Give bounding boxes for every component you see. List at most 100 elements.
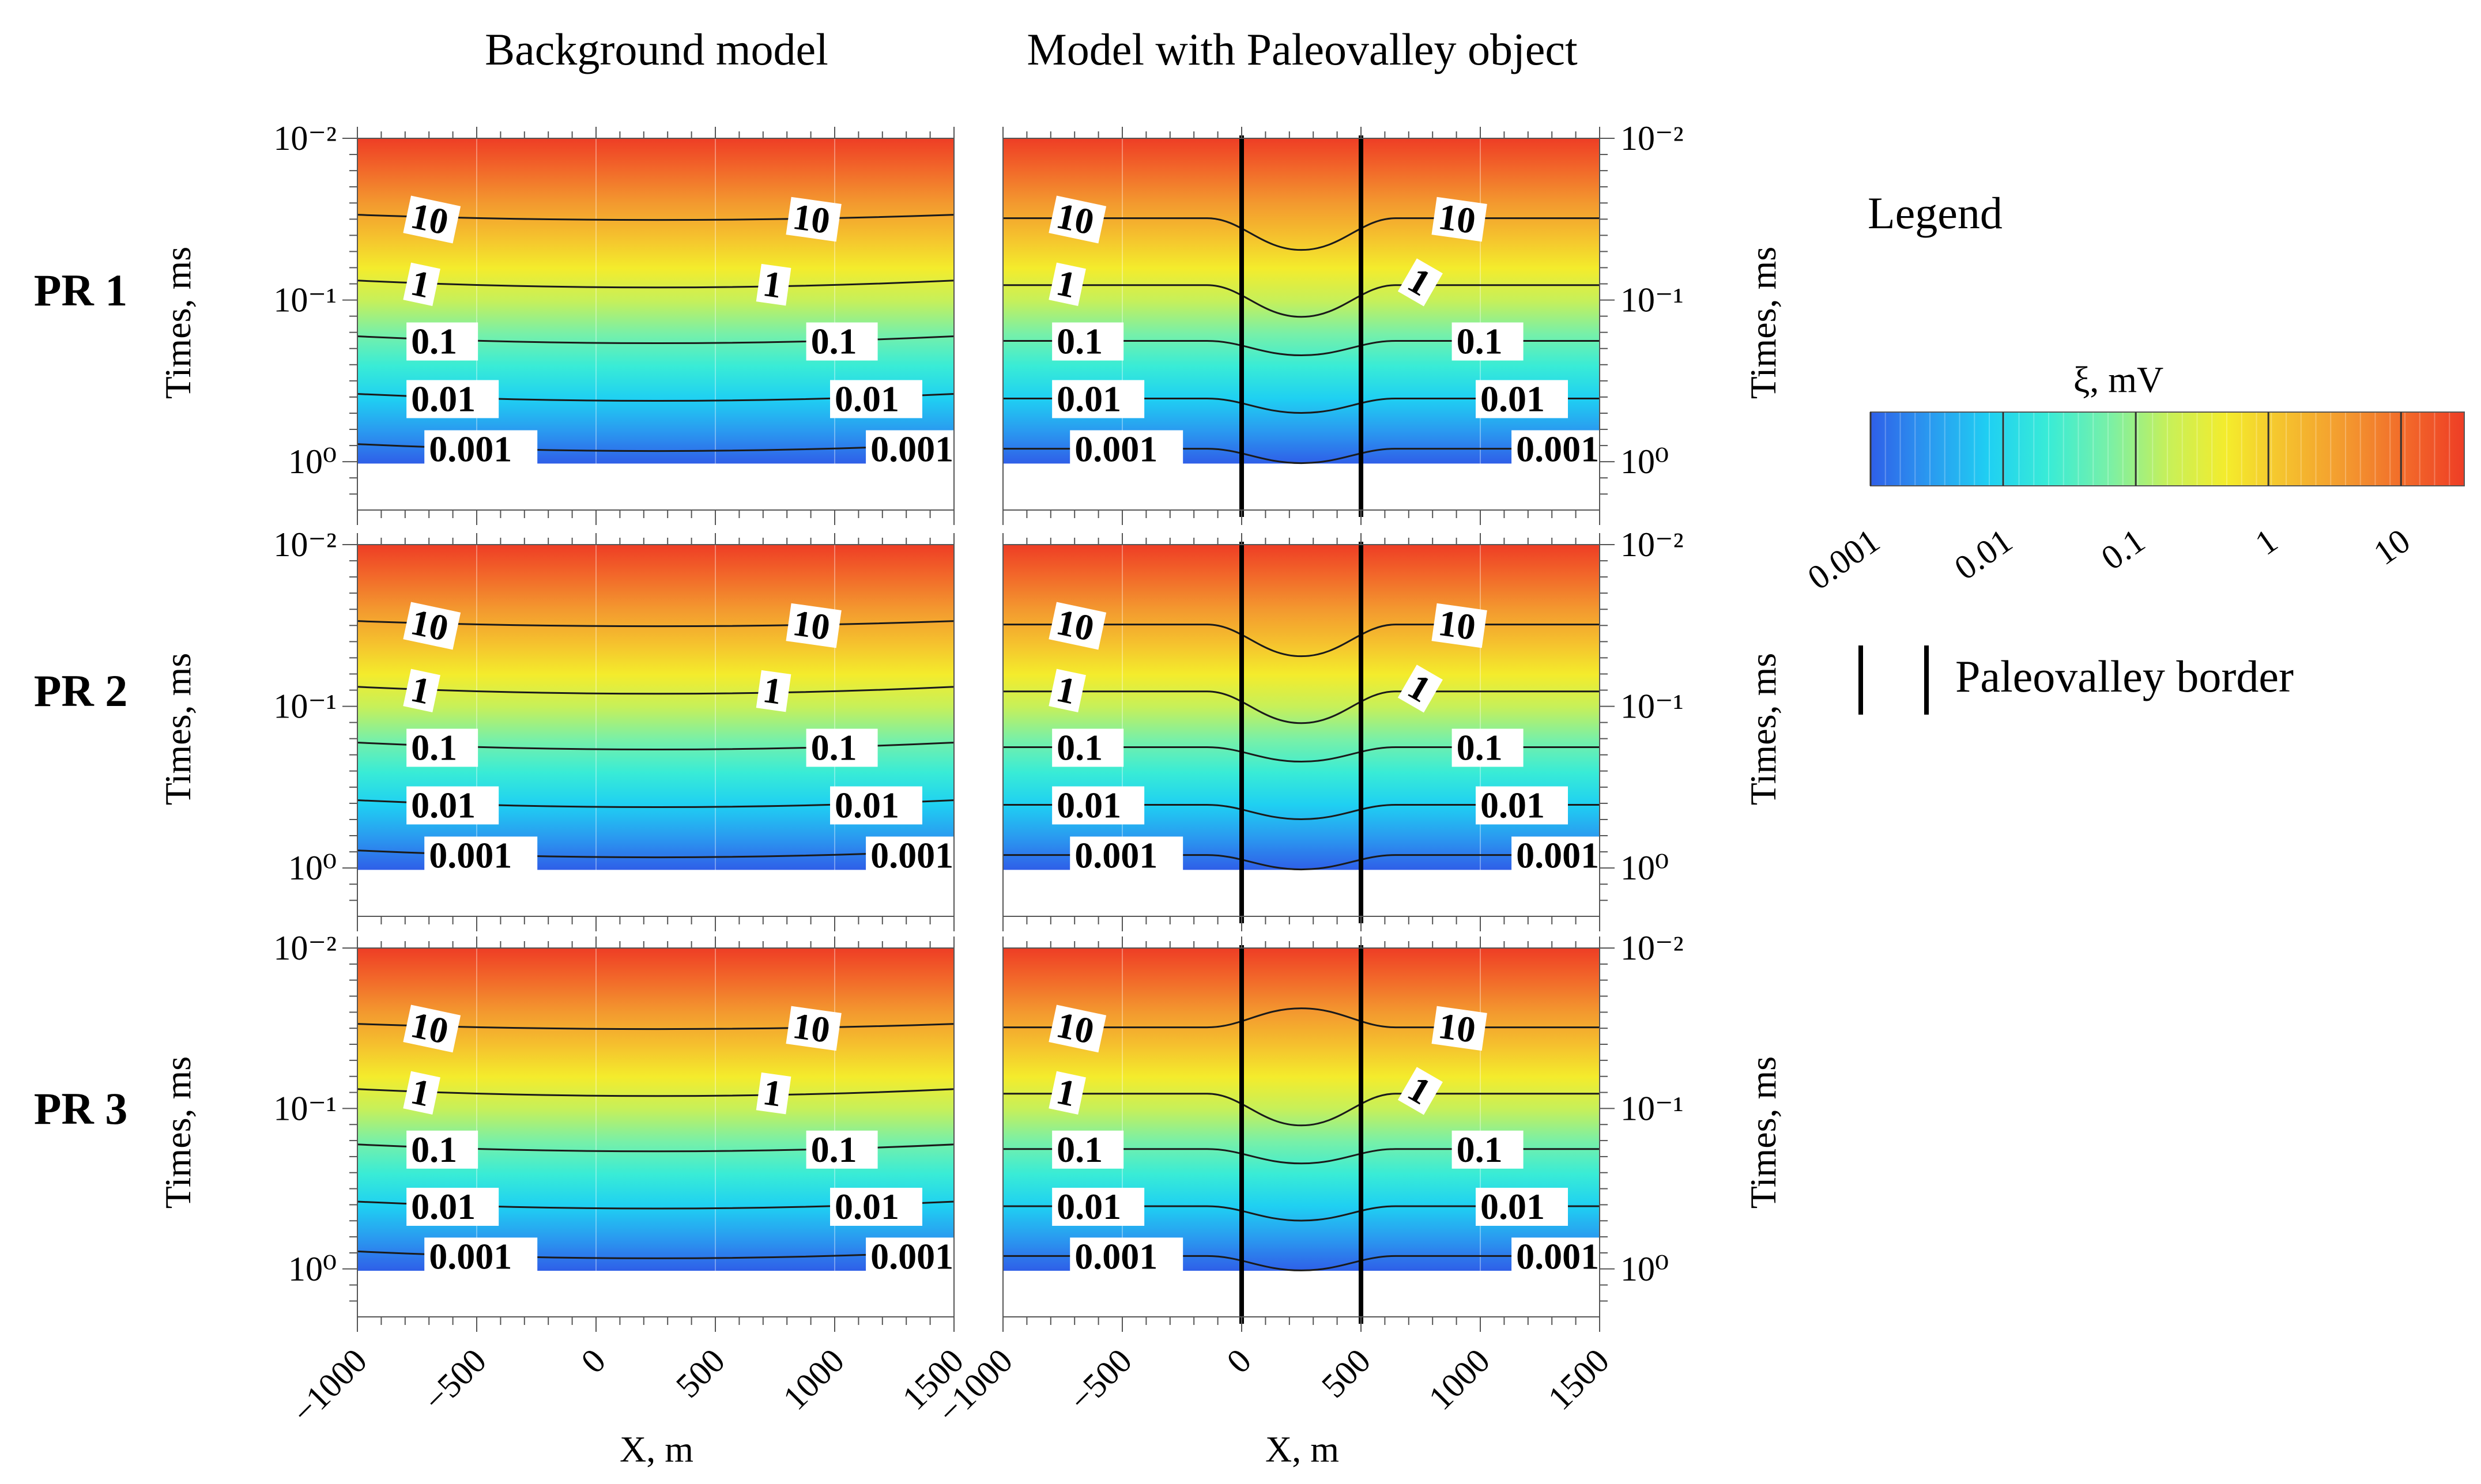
contour-line-0.1 <box>1003 1148 1600 1165</box>
contour-label: 0.1 <box>811 1129 857 1170</box>
x-axis-title-right: X, m <box>1265 1429 1339 1470</box>
contour-label: 0.001 <box>870 429 953 470</box>
contour-label-box <box>786 603 842 648</box>
y-tick-label: 10⁻² <box>273 119 337 157</box>
contour-label: 10 <box>408 195 452 243</box>
x-tick-label: 500 <box>1314 1342 1378 1405</box>
y-axis-title-right-1: Times, ms <box>1743 247 1784 399</box>
contour-label-box <box>1451 1130 1524 1169</box>
y-tick-label: 10⁰ <box>1620 1250 1669 1288</box>
contour-line-0.01 <box>1003 804 1600 821</box>
contour-line-10 <box>1003 624 1600 658</box>
contour-label-box <box>403 262 440 306</box>
contour-label: 0.001 <box>1074 429 1157 470</box>
contour-label-box <box>1397 664 1443 713</box>
contour-label-box <box>1049 669 1086 712</box>
panel-5: 10 101 10.1 0.10.01 0.010.001 0.00110⁻²10⁻¹10… <box>273 929 979 1431</box>
y-tick-label: 10⁻¹ <box>273 281 337 319</box>
contour-label-box <box>403 195 461 244</box>
panel-frame <box>1002 947 1600 1317</box>
contour-label-box <box>866 1237 979 1276</box>
contour-label: 0.001 <box>1074 835 1157 876</box>
contour-label: 0.001 <box>870 1236 953 1277</box>
x-tick-label: 0 <box>1219 1342 1258 1381</box>
colorbar-tick-label: 0.001 <box>1801 522 1886 597</box>
row-label-pr1: PR 1 <box>34 265 127 315</box>
contour-label-box <box>403 669 440 712</box>
y-tick-label: 10⁻¹ <box>1620 281 1684 319</box>
contour-label: 0.001 <box>429 1236 512 1277</box>
y-axis-title-right-3: Times, ms <box>1743 1056 1784 1209</box>
panel-frame <box>357 947 955 1317</box>
contour-label-box <box>403 602 461 650</box>
contour-label-box <box>1049 602 1107 650</box>
x-axis-title-left: X, m <box>620 1429 693 1470</box>
contour-label: 0.1 <box>411 727 457 768</box>
contour-label: 0.01 <box>1480 1186 1545 1227</box>
contour-label-box <box>1049 195 1107 244</box>
contour-label-box <box>830 380 922 418</box>
y-axis-title-right-2: Times, ms <box>1743 653 1784 805</box>
contour-line-1 <box>357 1088 954 1097</box>
contour-label-box <box>1397 258 1443 307</box>
panel-1: 10 101 10.1 0.10.01 0.010.001 0.00110⁻²10⁻¹10… <box>273 119 979 525</box>
contour-label-box <box>756 670 791 712</box>
contour-label-box <box>1049 1005 1107 1053</box>
contour-label: 10 <box>408 601 452 649</box>
contour-line-1 <box>357 280 954 289</box>
y-tick-label: 10⁻² <box>1620 119 1684 157</box>
contour-label: 0.01 <box>835 785 899 826</box>
legend: Legend ξ, mV 0.001 0.01 0.1 1 10 Paleovalley… <box>1801 188 2465 715</box>
x-tick-label: 1000 <box>776 1342 852 1418</box>
contour-line-0.01 <box>1003 1205 1600 1222</box>
contour-label-box <box>406 786 499 825</box>
contour-label: 0.001 <box>1074 1236 1157 1277</box>
contour-label-box <box>756 263 791 306</box>
y-tick-label: 10⁰ <box>288 849 337 887</box>
contour-label: 0.001 <box>870 835 953 876</box>
y-axis-title-left-2: Times, ms <box>157 653 198 805</box>
x-tick-label: 500 <box>669 1342 732 1405</box>
contour-label-box <box>1476 380 1568 418</box>
contour-label: 10 <box>1436 1005 1478 1051</box>
x-tick-label: −500 <box>1062 1342 1139 1419</box>
contour-label-box <box>406 1130 478 1169</box>
contour-label-box <box>786 1006 842 1051</box>
contour-label-box <box>1052 1130 1124 1169</box>
y-tick-label: 10⁰ <box>1620 849 1669 887</box>
y-tick-label: 10⁻² <box>1620 526 1684 564</box>
contour-line-10 <box>1003 217 1600 251</box>
contour-line-0.001 <box>1003 1255 1600 1271</box>
contour-line-0.1 <box>1003 746 1600 763</box>
contour-label: 10 <box>1436 196 1478 241</box>
contour-label-box <box>1052 380 1145 418</box>
contour-label: 0.01 <box>1480 785 1545 826</box>
contour-label-box <box>406 380 499 418</box>
contour-panels: 10 101 10.1 0.10.01 0.010.001 0.00110⁻²10⁻¹10… <box>273 119 1683 1431</box>
contour-label: 10 <box>1053 1004 1098 1052</box>
panel-2: 10 101 10.1 0.10.01 0.010.001 0.00110⁻²10⁻¹10… <box>1002 119 1684 525</box>
contour-label: 10 <box>408 1004 452 1052</box>
contour-label-box <box>1052 322 1124 361</box>
y-tick-label: 10⁰ <box>1620 443 1669 481</box>
contour-label-box <box>424 836 538 875</box>
contour-label-box <box>1070 836 1183 875</box>
row-label-pr2: PR 2 <box>34 666 127 716</box>
panel-frame <box>357 544 955 917</box>
contour-label-box <box>1476 786 1568 825</box>
x-tick-label: 1000 <box>1422 1342 1498 1418</box>
contour-line-1 <box>1003 690 1600 724</box>
contour-label-box <box>424 1237 538 1276</box>
y-tick-label: 10⁻¹ <box>1620 1089 1684 1127</box>
contour-label: 10 <box>1436 602 1478 648</box>
contour-label: 0.001 <box>1516 1236 1599 1277</box>
contour-label: 0.1 <box>1057 727 1103 768</box>
y-tick-label: 10⁻² <box>273 929 337 967</box>
contour-label-box <box>786 197 842 242</box>
contour-label-box <box>866 836 979 875</box>
y-tick-label: 10⁻¹ <box>273 688 337 726</box>
contour-label-box <box>403 1071 440 1115</box>
contour-label: 0.01 <box>835 1186 899 1227</box>
